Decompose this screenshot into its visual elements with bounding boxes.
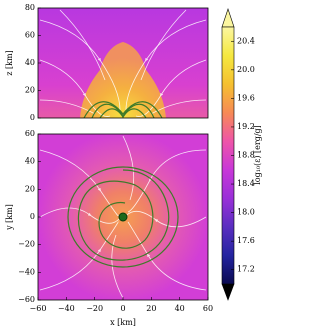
x-tick-label: 60 (203, 304, 213, 313)
y-tick-label: −40 (18, 267, 35, 276)
x-tick-label: 40 (175, 304, 185, 313)
colorbar-extend-max (221, 8, 235, 28)
x-tick-label: 20 (146, 304, 156, 313)
y-tick-label: 60 (25, 129, 35, 138)
figure: z [km] y [km] x [km] log₁₀(ε) [erg/g] 0 2… (5, 3, 262, 327)
y-tick-label: 40 (25, 58, 35, 67)
x-tick-label: −60 (30, 304, 47, 313)
x-tick-label: 0 (120, 304, 125, 313)
colorbar-tick-label: 18.4 (237, 179, 255, 188)
colorbar-tick-label: 18.8 (237, 151, 255, 160)
colorbar-tick-label: 17.2 (237, 265, 255, 274)
y-tick-label: 80 (25, 3, 35, 12)
x-tick-label: −20 (86, 304, 103, 313)
colorbar-tick-label: 19.6 (237, 93, 255, 102)
colorbar-label: log₁₀(ε) [erg/g] (253, 125, 262, 185)
y-tick-label: 40 (25, 157, 35, 166)
y-tick-label: −60 (18, 295, 35, 304)
y-tick-label: 60 (25, 31, 35, 40)
colorbar-extend-min (221, 283, 235, 301)
colorbar-tick-label: 19.2 (237, 122, 255, 131)
y-tick-label: −20 (18, 240, 35, 249)
colorbar-tick-label: 18.0 (237, 208, 255, 217)
colorbar-tick-label: 17.6 (237, 236, 255, 245)
colorbar-tick-label: 20.0 (237, 65, 255, 74)
top-heatmap (38, 8, 208, 118)
colorbar-tick-label: 20.4 (237, 36, 255, 45)
y-axis-label: y [km] (5, 204, 14, 231)
x-axis-label: x [km] (110, 318, 136, 327)
y-tick-label: 20 (25, 184, 35, 193)
y-tick-label: 0 (30, 113, 35, 122)
x-tick-label: −40 (58, 304, 75, 313)
y-tick-label: 20 (25, 86, 35, 95)
y-tick-label: 0 (30, 212, 35, 221)
y-axis-label: z [km] (5, 50, 14, 75)
bottom-heatmap (38, 134, 208, 300)
